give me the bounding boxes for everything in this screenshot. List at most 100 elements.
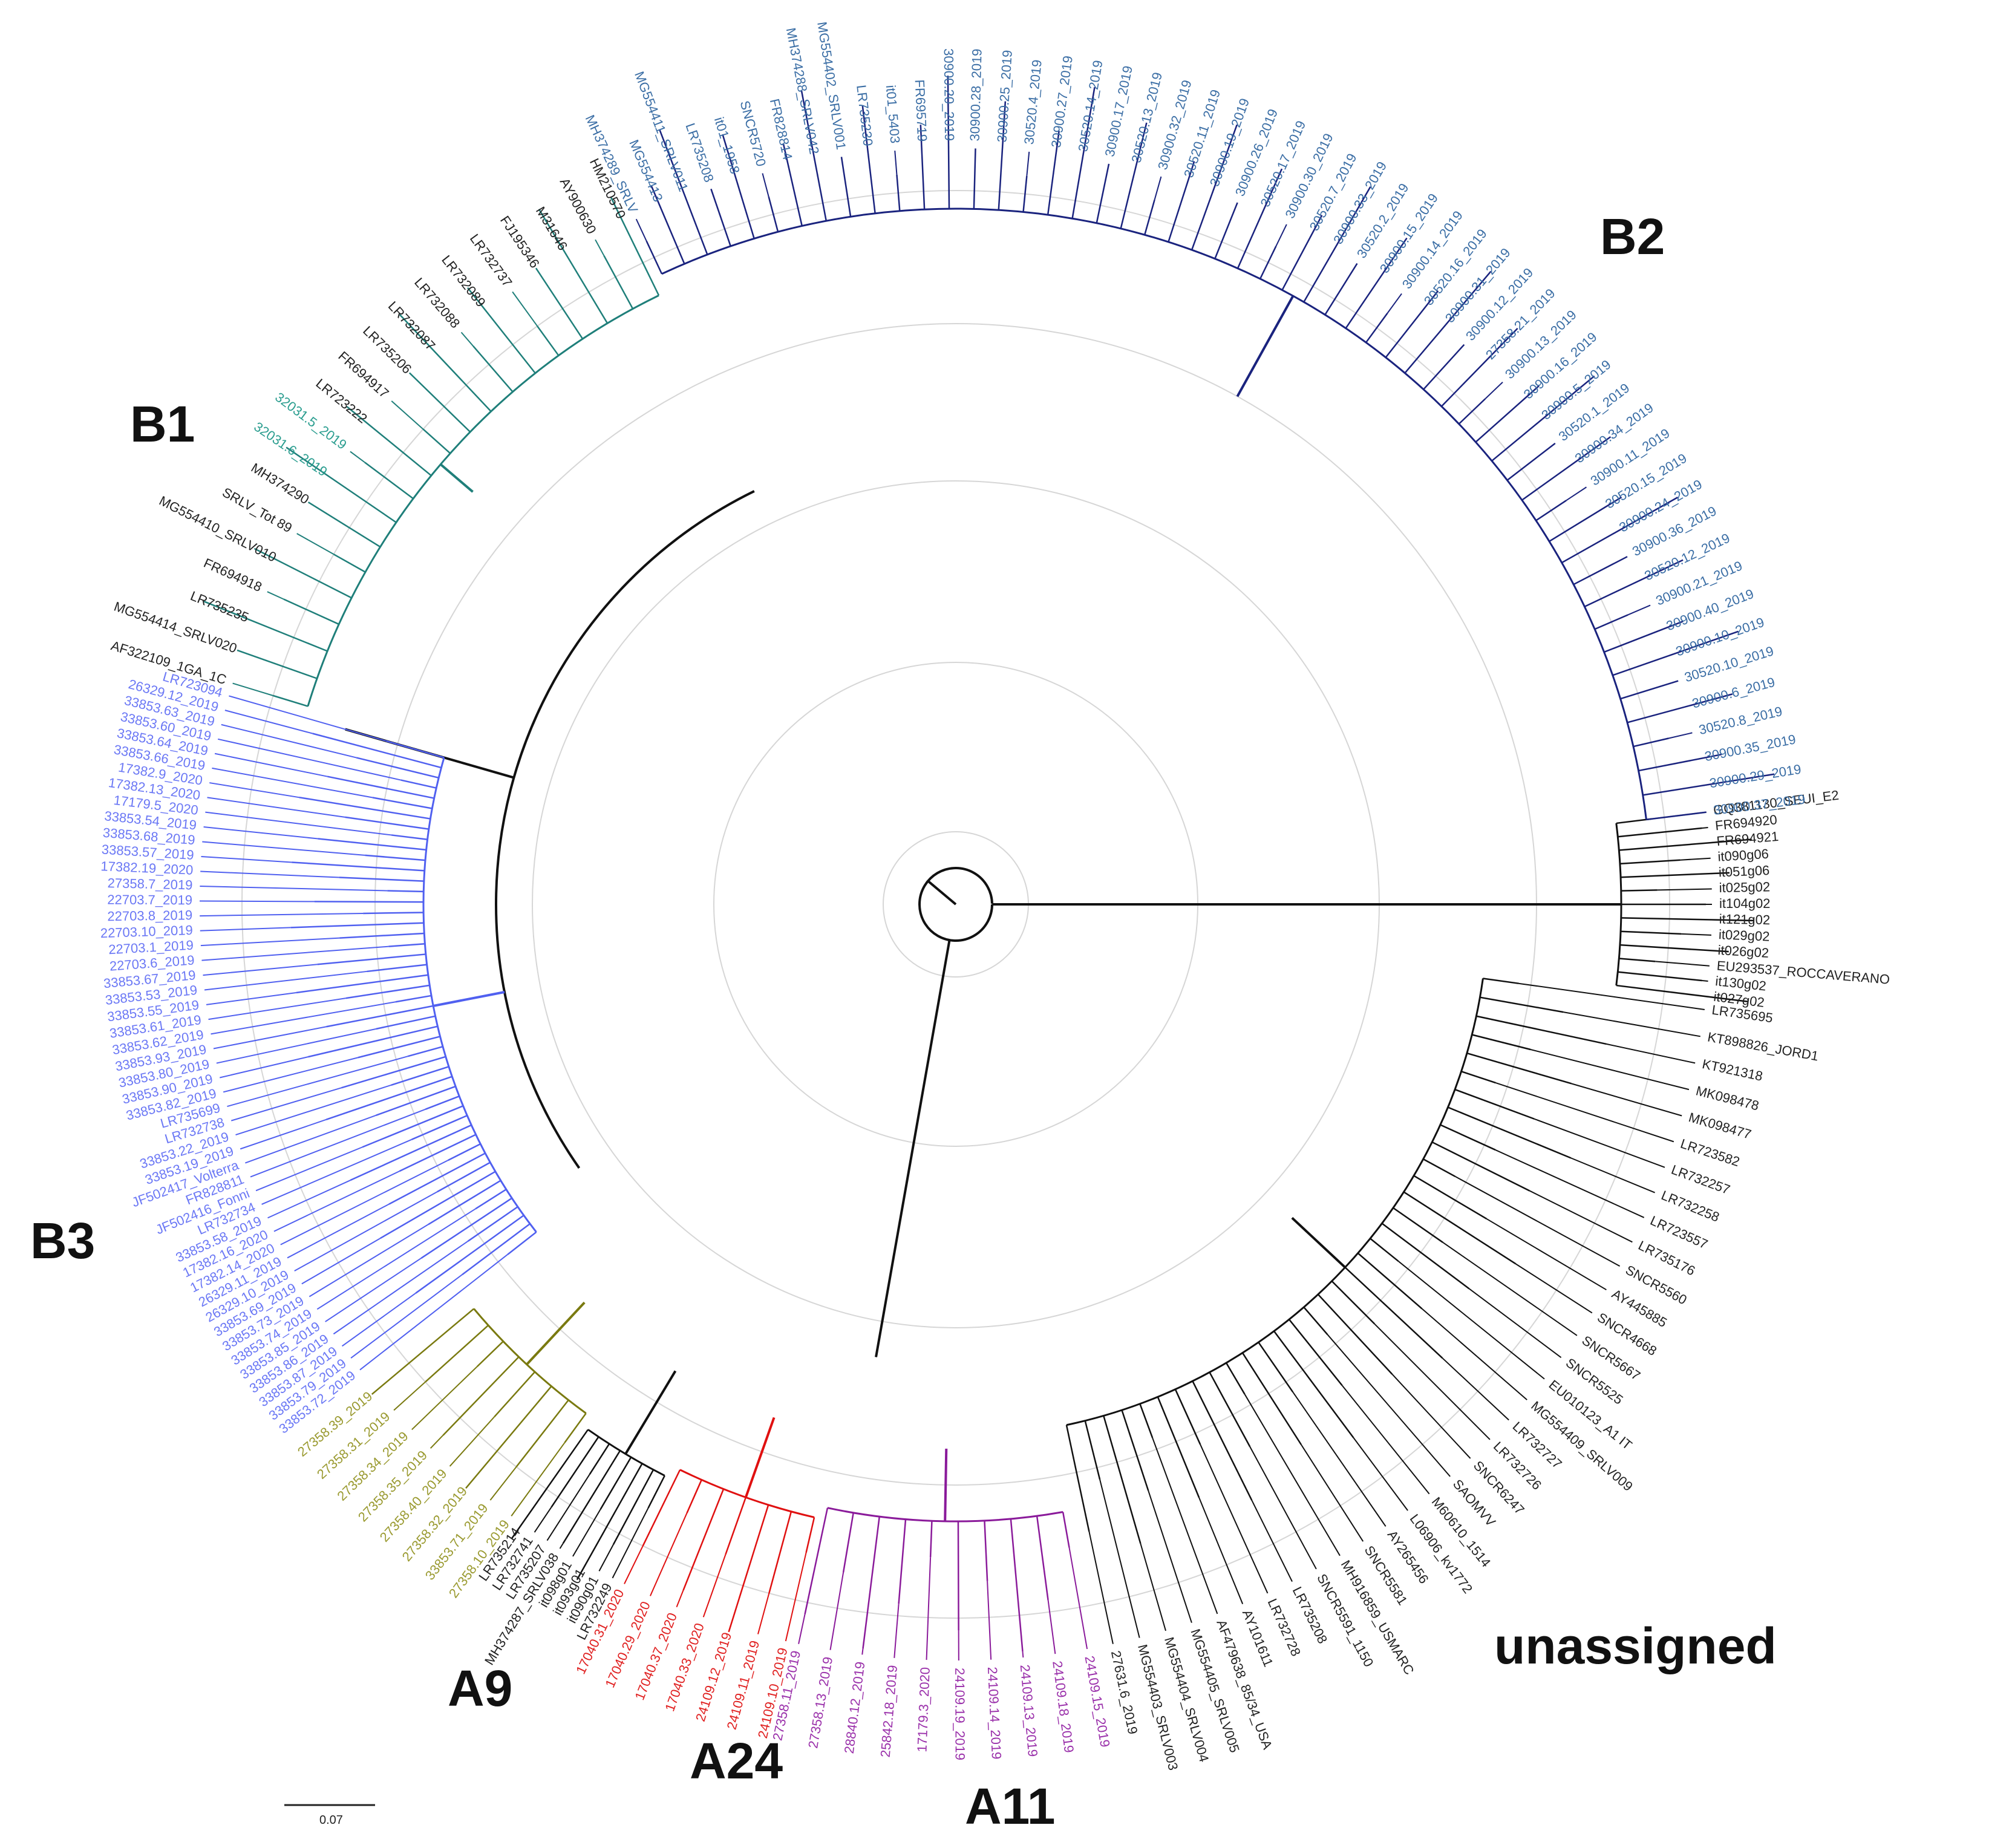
clade-b3-branch bbox=[376, 1085, 456, 1117]
clade-b1-branch bbox=[237, 649, 318, 679]
clade-b3-branch bbox=[388, 942, 425, 947]
clade-b3-terminal-branch bbox=[203, 964, 318, 976]
clade-a11-terminal-branch bbox=[1068, 1547, 1088, 1650]
clade-b3-branch bbox=[365, 854, 426, 861]
clade-unassigned-stem bbox=[1291, 1216, 1346, 1268]
clade-unassigned-branch bbox=[1344, 1267, 1443, 1359]
tip-label: 24109.18_2019 bbox=[1050, 1660, 1077, 1754]
clade-unassigned-branch bbox=[1476, 1015, 1607, 1045]
clade-unassigned-terminal-branch bbox=[1571, 1083, 1682, 1117]
clade-b3-terminal-branch bbox=[206, 991, 296, 1005]
tip-label: MK098477 bbox=[1687, 1109, 1753, 1142]
clade-unassigned-branch bbox=[1413, 1175, 1488, 1220]
clade-b2-terminal-branch bbox=[762, 173, 769, 197]
clade-a11-terminal-branch bbox=[798, 1614, 806, 1644]
clade-b2-terminal-branch bbox=[1538, 375, 1595, 423]
tip-label: FJ195346 bbox=[497, 213, 543, 270]
clade-b3-terminal-branch bbox=[220, 1056, 309, 1079]
clade-b3-branch bbox=[391, 1066, 449, 1086]
clade-b2-branch bbox=[1535, 500, 1567, 521]
clade-b2-terminal-branch bbox=[1685, 693, 1733, 708]
clade-b3-branch bbox=[341, 1056, 446, 1089]
clade-unassigned-backbone bbox=[1066, 978, 1484, 1426]
clade-b3-terminal-branch bbox=[207, 797, 345, 818]
root-group-terminal-branch bbox=[1709, 838, 1752, 844]
clade-b1-terminal-branch bbox=[296, 533, 335, 555]
clade-b2-terminal-branch bbox=[1026, 151, 1030, 176]
tip-label: MK098478 bbox=[1694, 1083, 1760, 1113]
tip-label: 27358.13_2019 bbox=[805, 1656, 835, 1749]
tip-label: 27358.32_2019 bbox=[399, 1484, 470, 1564]
clade-b1-terminal-branch bbox=[595, 239, 605, 256]
clade-label-a24: A24 bbox=[690, 1732, 783, 1789]
tip-label: LR723582 bbox=[1679, 1136, 1742, 1170]
clade-b3-branch bbox=[388, 1152, 486, 1205]
a-group-branch bbox=[589, 1443, 610, 1475]
clade-b1-terminal-branch bbox=[232, 682, 273, 696]
clade-unassigned-branch bbox=[1209, 1371, 1251, 1448]
clade-b1-branch bbox=[283, 598, 339, 625]
clade-b2-terminal-branch bbox=[1669, 630, 1739, 656]
clade-b1-stem bbox=[440, 463, 474, 493]
clade-b2-terminal-branch bbox=[1422, 290, 1439, 310]
tip-label: SNCR5720 bbox=[737, 99, 769, 168]
clade-b1-branch bbox=[537, 325, 560, 356]
clade-b3-terminal-branch bbox=[359, 1253, 508, 1371]
tip-label: it026g02 bbox=[1717, 942, 1769, 961]
clade-b2-terminal-branch bbox=[1614, 497, 1678, 534]
clade-a9-terminal-branch bbox=[371, 1389, 377, 1395]
clade-b3-branch bbox=[327, 775, 434, 799]
clade-b3-branch bbox=[325, 1076, 452, 1121]
clade-a9-branch bbox=[442, 1356, 520, 1436]
clade-b1-terminal-branch bbox=[267, 591, 284, 600]
clade-b3-branch bbox=[420, 1197, 512, 1259]
tip-label: 30900.27_2019 bbox=[1048, 55, 1076, 149]
clade-unassigned-branch bbox=[1139, 1403, 1154, 1438]
a-group-terminal-branch bbox=[598, 1544, 614, 1572]
tip-label: LR735695 bbox=[1711, 1002, 1774, 1026]
b-backbone bbox=[495, 490, 755, 1169]
clade-b3-branch bbox=[411, 1114, 468, 1140]
root-group-terminal-branch bbox=[1706, 996, 1749, 1002]
clade-b1-terminal-branch bbox=[399, 314, 438, 355]
clade-a24-branch bbox=[725, 1497, 747, 1555]
tip-label: MG554402_SRLV001 bbox=[814, 21, 849, 151]
clade-unassigned-terminal-branch bbox=[1570, 1157, 1655, 1193]
clade-b2-terminal-branch bbox=[894, 150, 898, 175]
scale-bar-label: 0.07 bbox=[319, 1814, 343, 1827]
clade-b2-terminal-branch bbox=[1627, 604, 1651, 616]
tip-label: KT898826_JORD1 bbox=[1707, 1029, 1820, 1063]
clade-b3-terminal-branch bbox=[316, 1208, 476, 1310]
clade-a24-terminal-branch bbox=[702, 1554, 727, 1618]
clade-unassigned-terminal-branch bbox=[1468, 1288, 1562, 1358]
clade-b2-branch bbox=[710, 188, 731, 247]
clade-b2-branch bbox=[1214, 202, 1238, 260]
clade-b2-branch bbox=[1324, 263, 1358, 316]
tip-label: it01_5403 bbox=[883, 85, 903, 144]
clade-b1-terminal-branch bbox=[512, 291, 538, 327]
clade-b1-branch bbox=[333, 553, 366, 573]
clade-a9-branch bbox=[465, 1385, 552, 1489]
tip-label: 27358.35_2019 bbox=[355, 1448, 430, 1524]
tip-label: AY900630 bbox=[557, 175, 599, 237]
clade-b1-terminal-branch bbox=[346, 406, 371, 426]
clade-unassigned-terminal-branch bbox=[1374, 1323, 1491, 1440]
clade-unassigned-terminal-branch bbox=[1198, 1497, 1244, 1604]
clade-b2-branch bbox=[973, 148, 976, 209]
clade-unassigned-branch bbox=[1103, 1415, 1142, 1544]
clade-b1-backbone bbox=[307, 295, 659, 707]
clade-a11-terminal-branch bbox=[1022, 1651, 1024, 1658]
tip-label: FR828814 bbox=[767, 97, 795, 162]
clade-a24-terminal-branch bbox=[785, 1552, 807, 1642]
clade-b3-branch bbox=[350, 1124, 472, 1181]
clade-b3-branch bbox=[425, 1095, 460, 1110]
clade-b3-terminal-branch bbox=[261, 1138, 412, 1205]
clade-unassigned-branch bbox=[1273, 1330, 1354, 1438]
tip-label: 27358.34_2019 bbox=[334, 1428, 411, 1503]
clade-a24-branch bbox=[768, 1511, 792, 1594]
tip-label: it025g02 bbox=[1719, 879, 1770, 895]
tip-label: 30520.8_2019 bbox=[1697, 704, 1784, 737]
clade-b3-terminal-branch bbox=[250, 1108, 426, 1178]
clade-b2-terminal-branch bbox=[1668, 732, 1693, 739]
